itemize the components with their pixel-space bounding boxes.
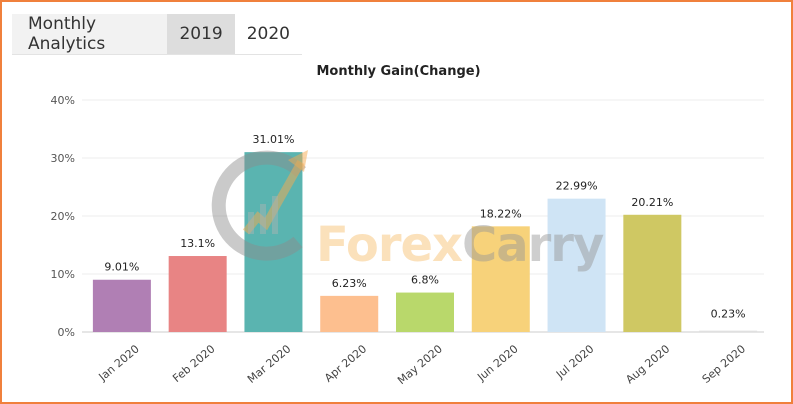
x-tick-label: Jun 2020 [474, 342, 520, 384]
x-tick-label: Aug 2020 [623, 342, 672, 386]
bar [396, 292, 454, 332]
bar [547, 198, 606, 332]
bar [244, 152, 303, 332]
x-tick-label: Jan 2020 [96, 342, 142, 384]
data-label: 0.23% [711, 308, 746, 321]
x-tick-label: Sep 2020 [700, 342, 748, 386]
chart-title: Monthly Gain(Change) [316, 64, 481, 79]
analytics-tabbar: Monthly Analytics 2019 2020 [12, 14, 302, 55]
data-label: 22.99% [556, 180, 598, 193]
bar [320, 295, 379, 332]
data-label: 6.8% [411, 274, 439, 287]
y-tick-label: 40% [51, 94, 75, 107]
y-tick-label: 20% [51, 210, 75, 223]
bar [168, 256, 227, 332]
y-tick-label: 30% [51, 152, 75, 165]
x-tick-label: Jul 2020 [553, 342, 596, 381]
tab-2020[interactable]: 2020 [234, 14, 302, 54]
y-tick-label: 0% [58, 326, 75, 339]
bar [699, 330, 758, 332]
bar [92, 279, 151, 332]
x-tick-label: May 2020 [395, 342, 445, 387]
x-tick-label: Mar 2020 [245, 342, 293, 386]
tab-2019[interactable]: 2019 [167, 14, 235, 54]
bar [623, 214, 682, 332]
data-label: 9.01% [104, 261, 139, 274]
x-tick-label: Apr 2020 [322, 342, 369, 384]
data-label: 18.22% [480, 207, 522, 220]
data-label: 6.23% [332, 277, 367, 290]
analytics-title: Monthly Analytics [28, 14, 106, 54]
data-label: 31.01% [252, 133, 294, 146]
y-tick-label: 10% [51, 268, 75, 281]
data-label: 13.1% [180, 237, 215, 250]
data-label: 20.21% [631, 196, 673, 209]
x-tick-label: Feb 2020 [170, 342, 217, 385]
bar [471, 226, 530, 332]
